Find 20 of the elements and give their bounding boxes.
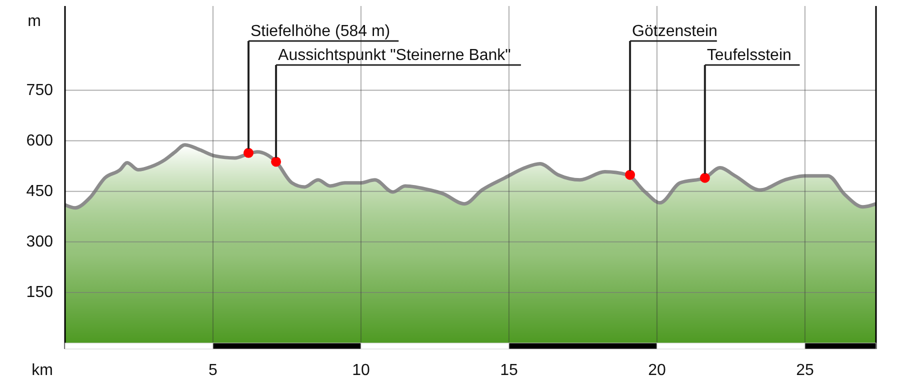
- point: [700, 172, 710, 183]
- x-tick-label: 5: [208, 362, 218, 379]
- y-tick-label: 750: [26, 82, 54, 99]
- point: [244, 148, 254, 158]
- y-tick-label: 150: [26, 284, 54, 301]
- annotation: Aussichtspunkt "Steinerne Bank": [278, 47, 511, 64]
- point: [271, 156, 282, 167]
- point: [625, 170, 636, 180]
- x-tick-label: 25: [796, 362, 814, 379]
- x-tick-label: 10: [352, 362, 370, 379]
- annotation: Teufelsstein: [706, 47, 792, 64]
- x-tick-label: 20: [648, 362, 666, 379]
- y-axis-title: m: [28, 13, 41, 30]
- y-tick-label: 600: [26, 132, 54, 150]
- annotation: Stiefelhöhe (584 m): [250, 23, 390, 40]
- annotation: Götzenstein: [632, 23, 718, 40]
- y-tick-label: 450: [26, 182, 54, 200]
- y-tick-label: 300: [26, 233, 54, 250]
- x-tick-label: 15: [500, 362, 518, 379]
- x-axis-title: km: [32, 362, 53, 379]
